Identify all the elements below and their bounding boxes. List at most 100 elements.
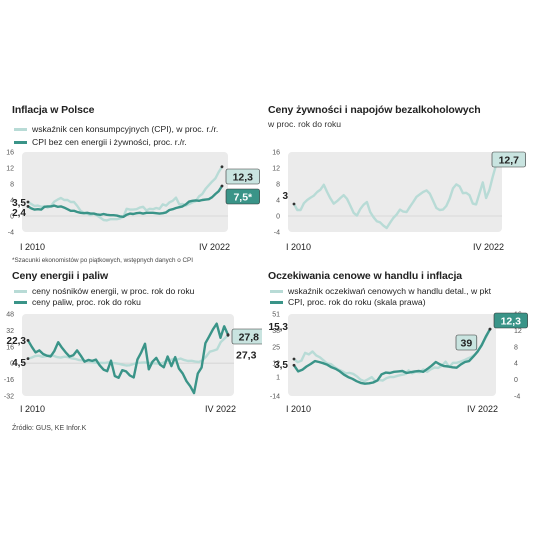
legend-label: ceny paliw, proc. rok do roku: [32, 297, 141, 307]
y-tick-label: -16: [4, 377, 14, 384]
y-right-tick-label: 8: [514, 344, 518, 351]
y-tick-label: 25: [272, 344, 280, 351]
start-point: [292, 357, 296, 361]
chart-inflacja: -4 0 4 8 12 16 I 2010 IV 2022 3,52,4 12,3 7,5*: [6, 150, 260, 252]
y-right-tick-label: 4: [514, 361, 518, 368]
legend-label: CPI bez cen energii i żywności, proc. r.…: [32, 137, 187, 147]
start-point: [26, 357, 30, 360]
series-line: [292, 327, 492, 383]
series-line: [26, 322, 230, 395]
panel-title: Ceny żywności i napojów bezalkoholowych: [268, 104, 481, 116]
legend-swatch: [14, 290, 27, 293]
end-value-label: 39: [461, 338, 473, 350]
end-value-badge: [493, 312, 528, 329]
end-value-label: 12,3: [501, 316, 522, 328]
y-tick-label: 16: [6, 344, 14, 351]
y-tick-label: 48: [6, 312, 14, 319]
y-tick-label: -32: [4, 394, 14, 401]
start-value-label: 22,3: [7, 336, 27, 347]
footnote: *Szacunki ekonomistów po piątkowych, wst…: [12, 257, 193, 264]
y-tick-label: 12: [272, 166, 280, 173]
x-start-label: I 2010: [20, 242, 45, 252]
x-start-label: I 2010: [20, 404, 45, 414]
y-tick-label: 4: [276, 198, 280, 205]
chart-zywnosc: -4 0 4 8 12 16 I 2010 IV 2022 3 12,7: [272, 150, 526, 252]
y-tick-label: 12: [272, 361, 280, 368]
series-line: [26, 334, 230, 367]
end-value-badge: [225, 168, 260, 185]
legend: wskaźnik cen konsumpcyjnych (CPI), w pro…: [14, 124, 218, 148]
x-end-label: IV 2022: [473, 242, 504, 252]
panel-title: Inflacja w Polsce: [12, 104, 95, 116]
end-value-label: 12,3: [233, 172, 254, 184]
y-right-tick-label: 0: [514, 377, 518, 384]
y-tick-label: 0: [10, 361, 14, 368]
legend: wskaźnik oczekiwań cenowych w handlu det…: [270, 286, 518, 308]
y-tick-label: 38: [272, 328, 280, 335]
end-point: [220, 165, 224, 169]
end-value-label: 27,3: [236, 350, 257, 362]
start-value-label: 15,3: [269, 322, 289, 333]
end-value-badge: [455, 334, 478, 351]
plot-area: [288, 152, 502, 232]
plot-area: [22, 314, 234, 396]
series-line: [26, 184, 224, 218]
end-point: [226, 333, 230, 337]
x-start-label: I 2010: [286, 404, 311, 414]
start-value-label: 3,5: [274, 360, 288, 371]
start-value-label: 4,5: [12, 358, 26, 369]
end-point: [488, 327, 492, 331]
y-tick-label: -14: [270, 394, 280, 401]
y-tick-label: 16: [6, 150, 14, 157]
y-tick-label: 8: [276, 182, 280, 189]
start-point: [292, 202, 296, 206]
legend-label: wskaźnik cen konsumpcyjnych (CPI), w pro…: [32, 124, 219, 134]
legend-swatch: [14, 128, 27, 131]
plot-area: [22, 152, 228, 232]
legend-entry-cpi: CPI, proc. rok do roku (skala prawa): [270, 297, 518, 308]
y-tick-label: 32: [6, 328, 14, 335]
x-start-label: I 2010: [286, 242, 311, 252]
legend-label: CPI, proc. rok do roku (skala prawa): [288, 297, 426, 307]
y-right-tick-label: -4: [514, 394, 520, 401]
plot-area: [288, 314, 496, 396]
start-point: [292, 363, 296, 367]
legend-swatch: [14, 301, 27, 304]
end-value-label: 12,7: [499, 155, 520, 167]
legend-swatch: [14, 141, 27, 144]
y-tick-label: 0: [276, 214, 280, 221]
series-line: [26, 165, 224, 222]
legend-entry-energia: ceny nośników energii, w proc. rok do ro…: [14, 286, 194, 297]
legend-entry-core: CPI bez cen energii i żywności, proc. r.…: [14, 137, 218, 148]
x-end-label: IV 2022: [205, 404, 236, 414]
start-point: [26, 200, 30, 204]
panel-title: Oczekiwania cenowe w handlu i inflacja: [268, 270, 463, 282]
end-value-badge: [231, 328, 262, 345]
y-tick-label: 1: [276, 375, 280, 382]
start-point: [26, 338, 30, 342]
legend-swatch: [270, 301, 283, 304]
y-right-tick-label: 12: [514, 328, 522, 335]
panel-subtitle: w proc. rok do roku: [268, 119, 342, 129]
legend-label: ceny nośników energii, w proc. rok do ro…: [32, 286, 195, 296]
y-tick-label: 16: [272, 150, 280, 157]
start-value-label: 2,4: [12, 208, 26, 219]
start-point: [26, 205, 30, 208]
legend-entry-oczekiwania: wskaźnik oczekiwań cenowych w handlu det…: [270, 286, 518, 297]
start-value-label: 3: [282, 191, 288, 202]
panel-title: Ceny energii i paliw: [12, 270, 109, 282]
x-end-label: IV 2022: [199, 242, 230, 252]
legend-label: wskaźnik oczekiwań cenowych w handlu det…: [288, 286, 492, 296]
y-tick-label: 8: [10, 182, 14, 189]
y-tick-label: 12: [6, 166, 14, 173]
y-tick-label: -4: [8, 230, 14, 237]
y-tick-label: 4: [10, 198, 14, 205]
start-value-label: 3,5: [12, 198, 26, 209]
end-value-label: 7,5*: [233, 192, 253, 204]
y-tick-label: -4: [274, 230, 280, 237]
end-value-badge: [491, 151, 526, 168]
chart-energia: -32 -16 0 16 32 48 I 2010 IV 2022 22,3 4,5 27,8 27,…: [4, 312, 262, 414]
legend-swatch: [270, 290, 283, 293]
end-value-label: 27,8: [239, 332, 260, 344]
